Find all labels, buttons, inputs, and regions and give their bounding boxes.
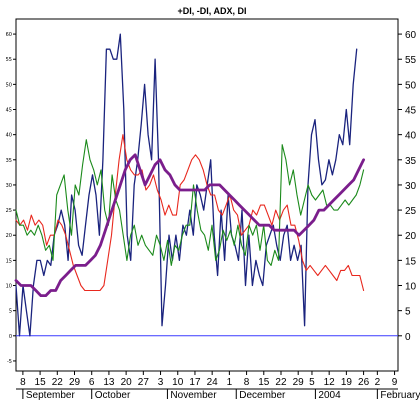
- month-label: February: [380, 390, 420, 400]
- x-tick-label: 26: [358, 377, 370, 388]
- right-tick-label: 40: [405, 131, 417, 142]
- x-tick-label: 29: [69, 377, 81, 388]
- series-group: [14, 33, 366, 337]
- x-tick-label: 27: [138, 377, 150, 388]
- left-axis: -5 0 5 10 15 20 25 30 35 40 45 50 55 60: [6, 32, 16, 365]
- series-line-1: [15, 33, 358, 337]
- series-line-4: [14, 153, 366, 298]
- left-tick-label: 50: [6, 82, 12, 88]
- x-tick-label: 10: [172, 377, 184, 388]
- right-axis: 0 5 10 15 20 25 30 35 40 45 50 55 60: [398, 30, 417, 343]
- left-tick-label: 40: [6, 133, 12, 139]
- left-tick-label: 15: [6, 258, 12, 264]
- left-tick-label: 5: [9, 309, 12, 315]
- left-tick-label: 55: [6, 57, 12, 63]
- right-tick-label: 0: [405, 332, 411, 343]
- right-tick-label: 10: [405, 282, 417, 293]
- right-tick-label: 25: [405, 206, 417, 217]
- left-tick-label: 25: [6, 208, 12, 214]
- left-tick-label: 20: [6, 233, 12, 239]
- x-tick-label: 13: [103, 377, 115, 388]
- x-tick-label: 24: [207, 377, 219, 388]
- month-label: November: [170, 390, 217, 400]
- x-tick-label: 9: [392, 377, 398, 388]
- x-tick-label: 8: [20, 377, 26, 388]
- plot-frame: [15, 18, 399, 372]
- x-tick-label: 8: [244, 377, 250, 388]
- left-tick-label: -5: [7, 359, 12, 365]
- x-tick-label: 2: [375, 377, 381, 388]
- left-tick-label: 10: [6, 284, 12, 290]
- right-tick-label: 35: [405, 156, 417, 167]
- x-tick-label: 12: [324, 377, 336, 388]
- x-tick-label: 19: [341, 377, 353, 388]
- x-tick-label: 3: [158, 377, 164, 388]
- x-tick-label: 20: [121, 377, 133, 388]
- right-tick-label: 15: [405, 256, 417, 267]
- right-tick-label: 45: [405, 106, 417, 117]
- left-tick-label: 35: [6, 158, 12, 164]
- x-tick-label: 15: [258, 377, 270, 388]
- x-tick-label: 22: [52, 377, 64, 388]
- x-tick-label: 29: [293, 377, 305, 388]
- right-tick-label: 30: [405, 181, 417, 192]
- left-tick-label: 60: [6, 32, 12, 38]
- right-tick-label: 5: [405, 307, 411, 318]
- month-label: October: [95, 390, 131, 400]
- left-tick-label: 0: [9, 334, 12, 340]
- right-tick-label: 50: [405, 80, 417, 91]
- x-tick-label: 6: [89, 377, 95, 388]
- right-tick-label: 55: [405, 55, 417, 66]
- right-tick-label: 60: [405, 30, 417, 41]
- x-tick-label: 22: [275, 377, 287, 388]
- series-line-3: [15, 139, 365, 266]
- x-tick-label: 1: [227, 377, 233, 388]
- left-tick-label: 45: [6, 108, 12, 114]
- month-label: December: [239, 390, 286, 400]
- x-tick-label: 17: [189, 377, 201, 388]
- plot-border: [15, 18, 399, 372]
- chart-title: +DI, -DI, ADX, DI: [178, 6, 247, 16]
- right-tick-label: 20: [405, 231, 417, 242]
- x-tick-label: 15: [35, 377, 47, 388]
- left-tick-label: 30: [6, 183, 12, 189]
- x-tick-label: 5: [309, 377, 315, 388]
- month-label: 2004: [318, 390, 341, 400]
- x-axis: 8 15 22 29 6 13 20 27 3 10 17 24 1 8 15 22 29 5 12 19 26 2 9Se…: [16, 371, 420, 400]
- month-label: September: [26, 390, 76, 400]
